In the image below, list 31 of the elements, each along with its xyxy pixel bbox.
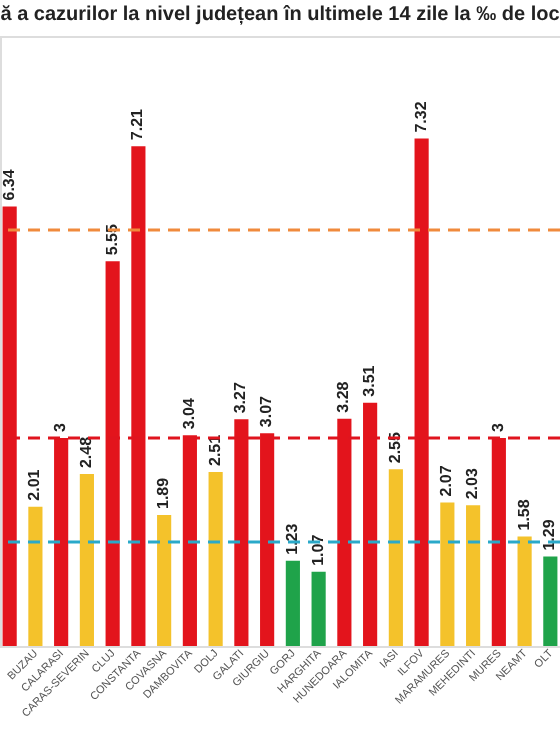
bar: [285, 560, 300, 646]
data-label: 2.01: [25, 468, 44, 501]
data-label: 1.23: [282, 522, 301, 555]
data-label: 2.03: [463, 467, 482, 500]
data-label: 3: [51, 422, 70, 433]
data-label: 1.07: [308, 533, 327, 566]
bar: [79, 474, 94, 646]
bar: [208, 472, 223, 646]
bar: [28, 506, 43, 646]
data-label: 7.32: [411, 100, 430, 133]
data-label: 1.58: [514, 498, 533, 531]
bar: [157, 514, 172, 646]
bar: [311, 571, 326, 646]
data-label: 3.51: [360, 364, 379, 397]
data-label: 3.04: [179, 397, 198, 430]
data-label: 2.07: [437, 464, 456, 497]
data-label: 7.21: [128, 107, 147, 141]
chart-title: ă a cazurilor la nivel județean în ultimele 14 zile la ‰ de loc: [0, 4, 560, 26]
bar: [440, 502, 455, 646]
bar: [543, 556, 558, 646]
bar: [517, 536, 532, 646]
data-label: 1.89: [154, 476, 173, 509]
bar: [466, 505, 481, 646]
data-label: 1.29: [540, 518, 559, 551]
data-label: 3: [488, 422, 507, 433]
data-label: 3.27: [231, 381, 250, 414]
data-label: 2.48: [76, 435, 95, 469]
data-label: 6.34: [0, 168, 18, 201]
data-label: 3.07: [257, 394, 276, 428]
data-label: 3.28: [334, 380, 353, 413]
bar: [388, 469, 403, 646]
